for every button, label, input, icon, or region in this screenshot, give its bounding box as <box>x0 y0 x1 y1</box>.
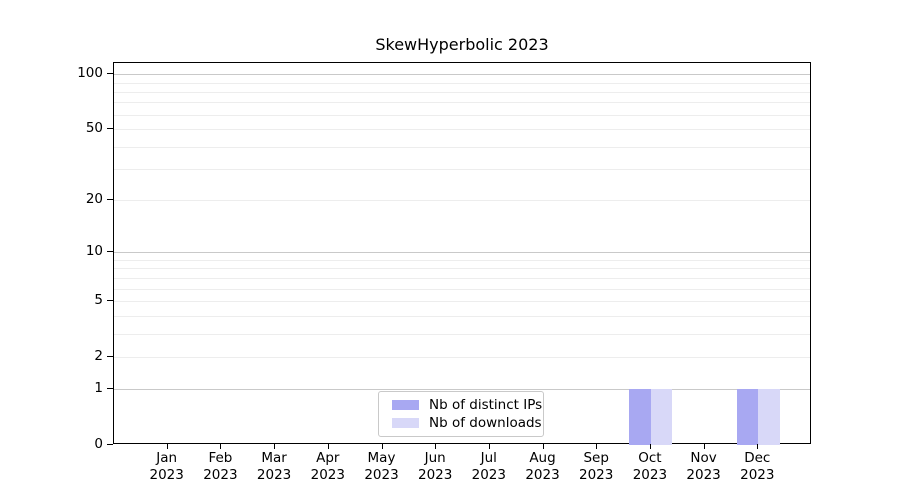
x-tick-label: Mar 2023 <box>242 450 306 484</box>
minor-gridline <box>114 169 810 170</box>
x-tick-label: May 2023 <box>350 450 414 484</box>
y-tick-mark <box>107 128 113 129</box>
x-tick-label: Sep 2023 <box>564 450 628 484</box>
x-tick-year: 2023 <box>740 467 775 483</box>
x-tick-label: Jan 2023 <box>135 450 199 484</box>
x-tick-year: 2023 <box>579 467 614 483</box>
y-tick-mark <box>107 300 113 301</box>
y-tick-label: 1 <box>94 380 103 397</box>
legend-swatch-downloads <box>392 418 419 428</box>
x-tick-mark <box>542 444 544 449</box>
legend: Nb of distinct IPs Nb of downloads <box>378 391 544 437</box>
y-tick-label: 50 <box>85 120 103 136</box>
x-tick-year: 2023 <box>364 467 399 483</box>
plot-area: Nb of distinct IPs Nb of downloads <box>113 62 811 445</box>
x-tick-label: Nov 2023 <box>672 450 736 484</box>
x-tick-year: 2023 <box>256 467 292 483</box>
x-tick-label: Dec 2023 <box>725 450 789 484</box>
minor-gridline <box>114 268 810 270</box>
x-tick-mark <box>435 444 437 449</box>
minor-gridline <box>114 82 810 84</box>
bar-nb-of-distinct-ips <box>629 389 651 445</box>
x-tick-mark <box>596 444 598 449</box>
x-tick-label: Jul 2023 <box>457 450 521 484</box>
minor-gridline <box>114 333 810 335</box>
legend-item-downloads: Nb of downloads <box>392 414 543 432</box>
minor-gridline <box>114 288 810 290</box>
legend-label-distinct-ips: Nb of distinct IPs <box>429 397 543 413</box>
x-tick-mark <box>488 444 490 449</box>
y-tick-label: 0 <box>94 436 103 452</box>
y-tick-label: 20 <box>85 191 103 208</box>
minor-gridline <box>114 129 810 130</box>
minor-gridline <box>114 260 810 261</box>
y-tick-mark <box>107 251 113 253</box>
x-tick-label: Feb 2023 <box>188 450 252 484</box>
x-tick-mark <box>381 444 383 449</box>
bar-nb-of-downloads <box>758 389 780 445</box>
y-tick-mark <box>107 444 113 445</box>
y-tick-label: 5 <box>94 292 103 308</box>
y-tick-label: 10 <box>85 243 103 260</box>
minor-gridline <box>114 301 810 302</box>
legend-item-distinct-ips: Nb of distinct IPs <box>392 396 543 414</box>
legend-label-downloads: Nb of downloads <box>429 415 542 431</box>
minor-gridline <box>114 91 810 93</box>
y-tick-mark <box>107 73 113 75</box>
x-tick-mark <box>166 444 168 449</box>
minor-gridline <box>114 200 810 202</box>
major-gridline <box>114 252 810 254</box>
y-tick-mark <box>107 388 113 390</box>
y-tick-mark <box>107 199 113 201</box>
x-tick-mark <box>220 444 222 449</box>
x-tick-mark <box>703 444 705 449</box>
legend-swatch-distinct-ips <box>392 400 419 410</box>
x-tick-label: Apr 2023 <box>296 450 360 484</box>
x-tick-year: 2023 <box>632 467 668 483</box>
x-tick-mark <box>649 444 651 449</box>
minor-gridline <box>114 146 810 148</box>
minor-gridline <box>114 315 810 317</box>
x-tick-year: 2023 <box>203 467 238 483</box>
y-tick-label: 100 <box>77 65 103 82</box>
minor-gridline <box>114 277 810 279</box>
x-tick-year: 2023 <box>149 467 184 483</box>
major-gridline <box>114 74 810 76</box>
minor-gridline <box>114 102 810 104</box>
x-tick-mark <box>327 444 329 449</box>
major-gridline <box>114 389 810 391</box>
minor-gridline <box>114 114 810 116</box>
x-tick-year: 2023 <box>686 467 721 483</box>
minor-gridline <box>114 356 810 358</box>
x-tick-label: Oct 2023 <box>618 450 682 484</box>
x-tick-year: 2023 <box>525 467 560 483</box>
x-tick-label: Aug 2023 <box>511 450 575 484</box>
x-tick-mark <box>274 444 276 449</box>
bar-nb-of-downloads <box>650 389 673 445</box>
chart-title: SkewHyperbolic 2023 <box>375 35 549 54</box>
x-tick-year: 2023 <box>471 467 506 483</box>
bar-nb-of-distinct-ips <box>736 389 759 445</box>
x-tick-mark <box>757 444 759 449</box>
x-tick-year: 2023 <box>418 467 453 483</box>
x-tick-label: Jun 2023 <box>403 450 467 484</box>
x-tick-year: 2023 <box>310 467 345 483</box>
y-tick-label: 2 <box>94 347 103 364</box>
y-tick-mark <box>107 355 113 357</box>
